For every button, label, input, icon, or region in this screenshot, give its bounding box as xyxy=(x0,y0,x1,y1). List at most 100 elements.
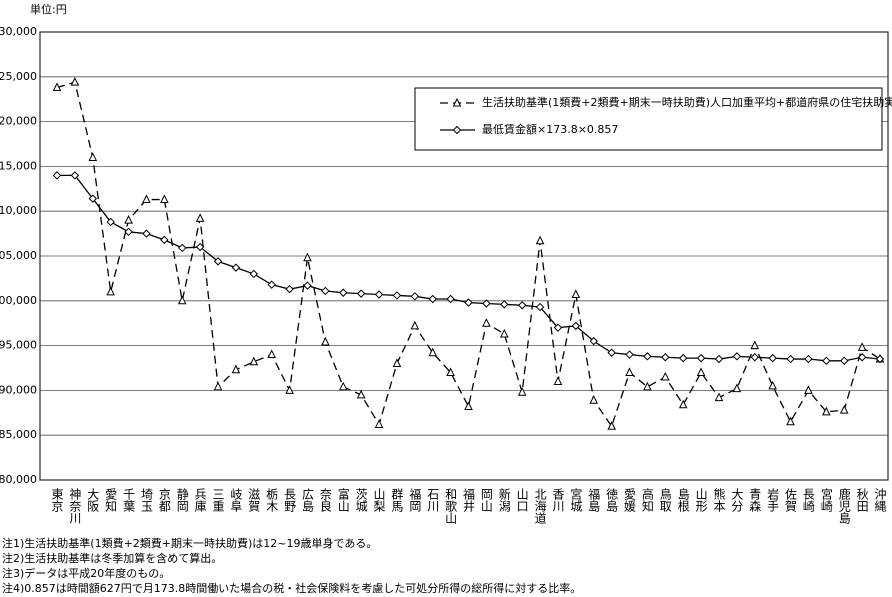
x-tick-label: 山梨 xyxy=(372,488,386,512)
point-marker xyxy=(589,395,599,404)
point-marker xyxy=(500,300,509,309)
x-tick-label: 茨城 xyxy=(354,488,368,513)
point-marker xyxy=(52,171,62,180)
x-tick-label: 宮崎 xyxy=(819,487,833,512)
point-marker xyxy=(178,243,187,253)
point-marker xyxy=(696,367,706,376)
y-tick-label: 80,000 xyxy=(0,473,37,486)
y-tick-label: 110,000 xyxy=(0,204,37,217)
series-line xyxy=(56,81,881,428)
legend-symbol xyxy=(452,97,462,107)
point-marker xyxy=(213,381,223,391)
point-marker xyxy=(213,257,223,266)
x-tick-label: 愛知 xyxy=(104,488,118,513)
point-marker xyxy=(822,406,831,416)
x-tick-label: 和歌山 xyxy=(444,488,458,524)
x-tick-label: 広島 xyxy=(300,488,314,513)
point-marker xyxy=(338,381,348,391)
point-marker xyxy=(70,77,80,86)
point-marker xyxy=(768,380,777,390)
point-marker xyxy=(142,194,151,204)
x-tick-label: 鳥取 xyxy=(658,487,672,512)
note: 注4)0.857は時間額627円で月173.8時間働いた場合の税・社会保険料を考… xyxy=(2,581,581,593)
point-marker xyxy=(231,364,241,374)
note: 注3)データは平成20年度のもの。 xyxy=(2,566,170,580)
x-tick-label: 栃木 xyxy=(265,488,279,512)
point-marker xyxy=(714,354,724,364)
point-marker xyxy=(589,336,598,346)
point-marker xyxy=(625,350,634,359)
point-marker xyxy=(714,392,724,402)
point-marker xyxy=(356,389,366,399)
legend-label: 生活扶助基準(1類費+2類費+期末一時扶助費)人口加重平均+都道府県の住宅扶助実… xyxy=(482,95,892,109)
point-marker xyxy=(875,354,885,364)
x-tick-label: 神奈川 xyxy=(68,488,82,524)
x-tick-label: 秋田 xyxy=(855,488,869,512)
point-marker xyxy=(160,235,169,245)
point-marker xyxy=(517,301,527,310)
point-marker xyxy=(356,289,366,298)
x-tick-label: 岡山 xyxy=(479,488,493,512)
y-tick-label: 120,000 xyxy=(0,115,37,128)
point-marker xyxy=(321,286,330,296)
y-tick-label: 100,000 xyxy=(0,294,37,307)
note: 注2)生活扶助基準は冬季加算を含めて算出。 xyxy=(2,551,222,565)
x-tick-label: 福井 xyxy=(462,487,476,513)
x-tick-label: 三重 xyxy=(211,488,225,512)
point-marker xyxy=(857,342,867,351)
y-tick-label: 105,000 xyxy=(0,249,37,262)
x-tick-label: 山口 xyxy=(515,488,529,512)
x-tick-label: 千葉 xyxy=(122,488,136,512)
x-tick-label: 富山 xyxy=(336,487,350,512)
x-tick-label: 徳島 xyxy=(605,487,619,513)
point-marker xyxy=(267,349,277,359)
x-tick-label: 東京 xyxy=(50,488,64,513)
point-marker xyxy=(535,235,545,245)
x-tick-label: 新潟 xyxy=(497,487,511,512)
x-tick-label: 高知 xyxy=(640,487,654,513)
x-tick-label: 北海道 xyxy=(533,488,547,524)
point-marker xyxy=(446,294,455,304)
point-marker xyxy=(750,340,760,350)
x-tick-label: 岩手 xyxy=(766,487,780,512)
x-tick-label: 大分 xyxy=(730,488,744,513)
point-marker xyxy=(124,227,133,237)
x-tick-label: 香川 xyxy=(551,488,565,512)
point-marker xyxy=(249,269,259,279)
note: 注1)生活扶助基準(1類費+2類費+期末一時扶助費)は12~19歳単身である。 xyxy=(2,536,377,550)
point-marker xyxy=(321,336,330,346)
point-marker xyxy=(339,288,348,297)
y-tick-label: 85,000 xyxy=(0,428,37,441)
point-marker xyxy=(410,292,420,301)
point-marker xyxy=(571,289,581,299)
x-tick-label: 愛媛 xyxy=(623,488,637,513)
point-marker xyxy=(732,352,742,361)
point-marker xyxy=(88,194,97,203)
point-marker xyxy=(804,385,813,394)
x-tick-label: 岐阜 xyxy=(229,488,243,512)
y-tick-label: 130,000 xyxy=(0,25,37,38)
x-tick-label: 石川 xyxy=(426,488,440,512)
point-marker xyxy=(643,381,652,391)
x-tick-label: 山形 xyxy=(694,488,708,513)
point-marker xyxy=(106,286,115,296)
point-marker xyxy=(124,215,133,224)
point-marker xyxy=(607,421,616,430)
point-marker xyxy=(285,284,294,294)
point-marker xyxy=(768,353,777,363)
point-marker xyxy=(607,348,616,357)
series-line xyxy=(57,174,881,362)
x-tick-label: 福岡 xyxy=(408,487,422,512)
x-tick-label: 鹿児島 xyxy=(837,487,851,525)
legend-box xyxy=(414,87,883,151)
point-marker xyxy=(660,371,670,381)
point-marker xyxy=(142,229,151,238)
point-marker xyxy=(678,353,688,363)
point-marker xyxy=(392,358,402,368)
point-marker xyxy=(195,242,205,252)
y-tick-label: 90,000 xyxy=(0,383,37,396)
point-marker xyxy=(839,404,849,414)
x-tick-label: 静岡 xyxy=(175,488,189,512)
point-marker xyxy=(70,171,80,180)
point-marker xyxy=(303,281,312,290)
